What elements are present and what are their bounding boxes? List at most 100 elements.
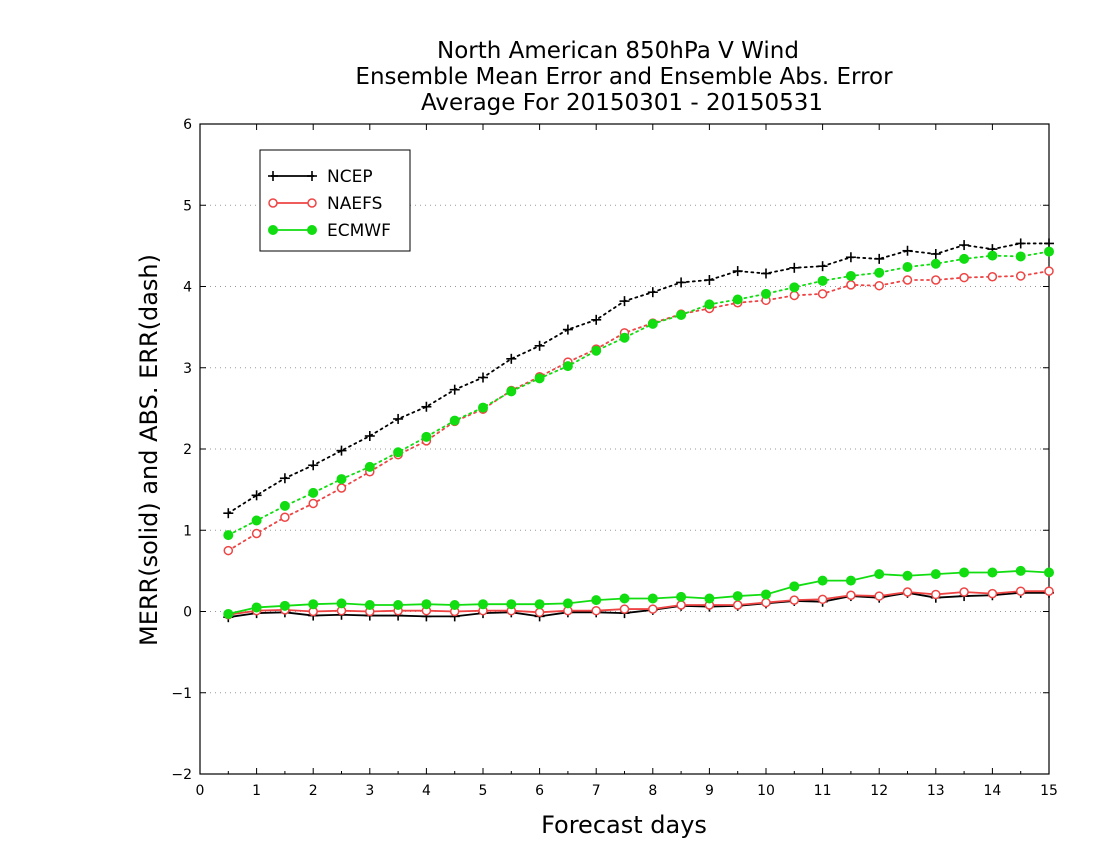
series-naefs-merr-point — [1015, 586, 1026, 596]
x-tick-label-1: 1 — [252, 783, 261, 799]
series-ncep-abs-err-point — [761, 268, 771, 279]
series-ecmwf-merr-point — [562, 598, 573, 609]
series-naefs-abs-err-point — [902, 275, 913, 285]
series-ecmwf-merr-point — [1044, 567, 1054, 578]
series-ncep-abs-err-point — [393, 413, 404, 424]
series-ncep-abs-err-line — [227, 242, 1050, 515]
series-naefs-merr-point — [987, 588, 998, 599]
legend: NCEP NAEFS ECMWF — [259, 149, 411, 252]
x-tick-label-9: 9 — [705, 783, 714, 799]
legend-item-ecmwf: ECMWF — [268, 221, 391, 241]
y-tick-label-7: 5 — [183, 198, 192, 214]
series-ncep-abs-err-point — [704, 275, 715, 285]
series-ncep-abs-err-point — [902, 245, 913, 256]
series-ecmwf-abs-err-point — [251, 515, 262, 526]
series-naefs-abs-err-point — [789, 290, 800, 301]
title-line-3: Average For 20150301 - 20150531 — [421, 90, 823, 116]
series-naefs-abs-err-point — [308, 498, 318, 509]
series-layer — [223, 238, 1054, 623]
x-tick-label-7: 7 — [592, 783, 601, 799]
x-tick-label-6: 6 — [535, 783, 544, 799]
series-ecmwf-abs-err-point — [1044, 246, 1054, 257]
series-naefs-merr-point — [761, 597, 771, 608]
y-tick-label-5: 3 — [183, 361, 192, 377]
series-ecmwf-abs-err-point — [902, 262, 913, 272]
legend-marker-naefs — [307, 198, 317, 208]
series-naefs-merr-point — [902, 587, 913, 597]
series-ncep-abs-err-point — [959, 240, 970, 251]
series-ecmwf-merr-point — [591, 595, 602, 606]
series-ecmwf-abs-err-point — [789, 282, 800, 293]
chart-title: North American 850hPa V Wind Ensemble Me… — [355, 38, 893, 116]
y-tick-label-4: 2 — [183, 442, 192, 458]
x-tick-label-5: 5 — [479, 783, 488, 799]
series-ecmwf-abs-err-point — [308, 487, 319, 498]
series-naefs-abs-err-line — [227, 270, 1050, 552]
series-ecmwf-merr-point — [393, 600, 404, 610]
legend-item-ncep: NCEP — [268, 167, 373, 187]
series-ecmwf-merr-point — [421, 599, 432, 610]
series-ncep-abs-err-point — [562, 324, 573, 335]
series-ncep-abs-err-point — [478, 372, 488, 383]
series-ecmwf-merr-point — [449, 600, 460, 610]
series-naefs-merr-point — [648, 604, 658, 614]
series-ecmwf-abs-err-point — [364, 461, 375, 472]
series-ncep-abs-err-point — [364, 431, 375, 441]
series-ecmwf-merr-point — [336, 598, 347, 609]
x-tick-label-2: 2 — [309, 783, 318, 799]
series-ecmwf-abs-err-point — [591, 345, 602, 356]
y-tick-label-0: −2 — [171, 767, 192, 783]
series-ecmwf-abs-err-point — [845, 270, 856, 281]
series-ecmwf-abs-err-point — [506, 386, 517, 397]
series-ecmwf-abs-err-point — [393, 447, 404, 458]
series-ncep-abs-err-point — [619, 296, 630, 307]
series-ecmwf-abs-err-point — [732, 294, 743, 305]
series-ecmwf-merr-point — [364, 600, 375, 610]
series-ncep-abs-err-point — [591, 314, 602, 325]
series-ncep-abs-err-point — [223, 508, 234, 519]
series-ecmwf-abs-err-point — [647, 318, 658, 329]
series-ecmwf-abs-err-point — [817, 275, 828, 286]
x-tick-label-0: 0 — [196, 783, 205, 799]
series-ecmwf-merr-point — [308, 599, 319, 610]
series-naefs-merr-point — [931, 589, 941, 600]
series-naefs-abs-err-point — [987, 272, 998, 282]
series-ecmwf-abs-err-point — [449, 415, 460, 426]
series-ncep-abs-err-point — [251, 490, 262, 501]
y-tick-label-6: 4 — [183, 280, 192, 296]
series-ecmwf-abs-err-point — [619, 332, 630, 343]
x-tick-label-11: 11 — [814, 783, 832, 799]
series-ncep-abs-err-point — [449, 384, 460, 395]
series-naefs-abs-err-point — [251, 528, 262, 539]
series-ecmwf-merr-point — [732, 591, 743, 602]
series-ncep-abs-err-point — [1015, 238, 1026, 249]
series-ncep-abs-err-point — [279, 473, 290, 484]
title-line-2: Ensemble Mean Error and Ensemble Abs. Er… — [355, 64, 893, 90]
series-ecmwf-merr-point — [902, 570, 913, 581]
legend-label-naefs: NAEFS — [327, 194, 382, 214]
series-ncep-abs-err-point — [789, 262, 800, 273]
series-naefs-merr-point — [591, 605, 601, 616]
series-naefs-merr-point — [846, 590, 856, 600]
legend-box — [259, 149, 411, 252]
series-ecmwf-merr-point — [619, 593, 630, 604]
series-naefs-abs-err-point — [336, 483, 347, 493]
series-ecmwf-merr-point — [534, 599, 545, 610]
series-ecmwf-abs-err-point — [223, 530, 234, 541]
series-ecmwf-merr-point — [987, 567, 998, 578]
series-ecmwf-abs-err-point — [336, 474, 347, 485]
series-naefs-abs-err-point — [1015, 271, 1026, 281]
series-naefs-merr-point — [789, 595, 800, 605]
series-ecmwf-merr-point — [223, 608, 234, 619]
series-ecmwf-merr-point — [817, 575, 828, 586]
x-axis-label: Forecast days — [541, 811, 707, 839]
series-ncep-abs-err-point — [930, 249, 941, 259]
legend-marker-ncep — [268, 171, 278, 181]
series-ncep-abs-err-point — [308, 460, 319, 471]
series-naefs-abs-err-point — [874, 280, 884, 291]
x-tick-label-8: 8 — [648, 783, 657, 799]
series-ecmwf-abs-err-point — [761, 288, 771, 299]
legend-label-ncep: NCEP — [327, 167, 373, 187]
